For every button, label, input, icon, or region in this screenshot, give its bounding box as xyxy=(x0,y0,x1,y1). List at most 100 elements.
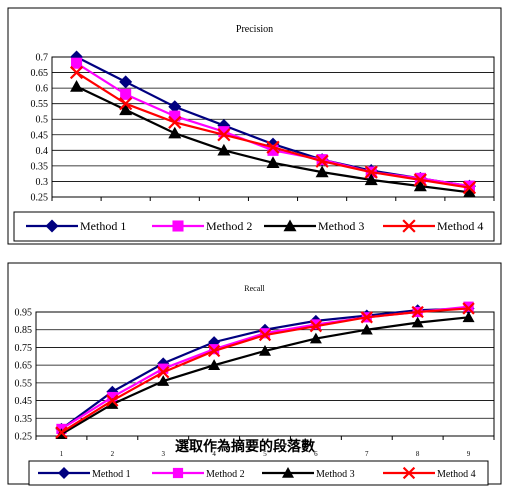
data-point-method-4 xyxy=(168,115,182,129)
data-point-method-2 xyxy=(71,57,83,69)
data-point-method-4 xyxy=(106,394,119,407)
y-tick-label: 0.35 xyxy=(31,161,49,172)
y-tick-label: 0.4 xyxy=(36,146,49,157)
data-point-method-4 xyxy=(360,311,373,324)
x-tick-label: 2 xyxy=(111,450,115,458)
data-point-method-4 xyxy=(462,181,477,195)
data-point-method-4 xyxy=(462,302,475,315)
legend-label-method-4: Method 4 xyxy=(437,469,476,480)
legend-marker-method-1 xyxy=(45,219,59,233)
data-point-method-4 xyxy=(411,305,424,319)
y-tick-label: 0.55 xyxy=(31,99,49,110)
legend-marker-method-4 xyxy=(402,219,416,233)
recall-chart: Recall 0.95 0.85 0.75 0.65 0.55 0.45 0.35 0.25 1 2… xyxy=(7,262,502,486)
data-point-method-3 xyxy=(413,179,427,192)
legend-marker-method-1 xyxy=(58,467,70,479)
data-point-method-2 xyxy=(310,319,321,330)
data-point-method-4 xyxy=(55,426,68,439)
data-point-method-4 xyxy=(258,328,272,342)
legend-label-method-4: Method 4 xyxy=(437,219,483,233)
data-point-method-4 xyxy=(266,140,280,154)
data-point-method-3 xyxy=(364,173,378,186)
data-point-method-4 xyxy=(364,165,378,179)
legend-label-method-2: Method 2 xyxy=(206,469,245,480)
legend-label-method-3: Method 3 xyxy=(316,469,355,480)
data-point-method-3 xyxy=(462,311,475,323)
data-point-method-4 xyxy=(315,154,329,168)
x-tick-label: 4 xyxy=(212,450,216,458)
data-point-method-1 xyxy=(168,100,182,114)
x-tick-label: 3 xyxy=(161,450,165,458)
data-point-method-3 xyxy=(168,126,182,139)
chart-frame xyxy=(7,262,502,485)
x-axis-label: 選取作為摘要的段落數 xyxy=(175,438,315,455)
data-point-method-3 xyxy=(315,165,329,178)
data-point-method-2 xyxy=(169,110,181,122)
data-point-method-2 xyxy=(107,391,118,403)
legend-label-method-2: Method 2 xyxy=(206,219,252,233)
plot-area xyxy=(51,56,495,198)
data-point-method-3 xyxy=(208,359,221,370)
data-point-method-2 xyxy=(209,344,220,355)
data-point-method-3 xyxy=(411,316,424,328)
x-tick-label: 5 xyxy=(263,450,267,458)
data-point-method-4 xyxy=(157,366,170,379)
data-point-method-3 xyxy=(266,156,280,168)
legend-label-method-1: Method 1 xyxy=(92,469,131,480)
data-point-method-3 xyxy=(119,103,133,116)
data-point-method-2 xyxy=(463,301,474,312)
data-point-method-3 xyxy=(259,344,271,356)
y-tick-label: 0.6 xyxy=(36,84,49,95)
y-tick-label: 0.35 xyxy=(15,414,33,425)
plot-area xyxy=(35,311,495,437)
y-tick-label: 0.55 xyxy=(15,378,33,389)
data-point-method-3 xyxy=(462,185,476,198)
data-point-method-3 xyxy=(217,143,231,156)
legend-marker-method-3 xyxy=(282,467,294,478)
data-point-method-4 xyxy=(69,65,84,80)
data-point-method-4 xyxy=(207,344,221,358)
y-tick-label: 0.45 xyxy=(31,130,49,141)
legend-label-method-1: Method 1 xyxy=(80,219,126,233)
x-tick-label: 1 xyxy=(60,450,64,458)
data-point-method-4 xyxy=(217,128,231,142)
chart-title: Precision xyxy=(236,24,273,35)
legend-marker-method-2 xyxy=(172,220,184,232)
legend-marker-method-3 xyxy=(283,219,297,232)
data-point-method-4 xyxy=(413,173,427,187)
data-point-method-2 xyxy=(259,328,271,339)
y-tick-label: 0.25 xyxy=(15,432,33,443)
y-tick-label: 0.5 xyxy=(36,115,49,126)
data-point-method-2 xyxy=(158,363,169,374)
x-tick-label: 8 xyxy=(416,450,420,458)
x-tick-label: 7 xyxy=(365,450,369,458)
y-tick-label: 0.45 xyxy=(15,396,33,407)
legend-marker-method-2 xyxy=(172,467,184,479)
data-point-method-4 xyxy=(119,97,133,111)
y-tick-label: 0.65 xyxy=(15,361,33,372)
chart-frame xyxy=(7,7,502,245)
data-point-method-3 xyxy=(157,375,170,386)
legend-marker-method-4 xyxy=(402,466,416,480)
data-point-method-2 xyxy=(218,126,230,138)
y-tick-label: 0.7 xyxy=(36,53,49,64)
precision-chart: Precision 0.7 0.65 0.6 0.55 0.5 0.45 0.4 0.35 0.3… xyxy=(7,7,502,245)
x-tick-label: 9 xyxy=(467,450,471,458)
y-tick-label: 0.95 xyxy=(15,308,33,319)
data-point-method-3 xyxy=(70,80,84,92)
y-tick-label: 0.3 xyxy=(36,177,49,188)
y-tick-label: 0.85 xyxy=(15,325,33,336)
y-tick-label: 0.25 xyxy=(31,193,49,204)
data-point-method-4 xyxy=(309,319,323,333)
data-point-method-2 xyxy=(267,144,279,156)
data-point-method-3 xyxy=(360,323,373,335)
data-point-method-3 xyxy=(309,332,322,344)
legend-label-method-3: Method 3 xyxy=(318,219,364,233)
y-tick-label: 0.65 xyxy=(31,68,49,79)
data-point-method-2 xyxy=(120,88,132,100)
data-point-method-1 xyxy=(119,75,133,89)
y-tick-label: 0.75 xyxy=(15,343,33,354)
data-point-method-3 xyxy=(106,398,119,409)
chart-title: Recall xyxy=(244,284,265,293)
